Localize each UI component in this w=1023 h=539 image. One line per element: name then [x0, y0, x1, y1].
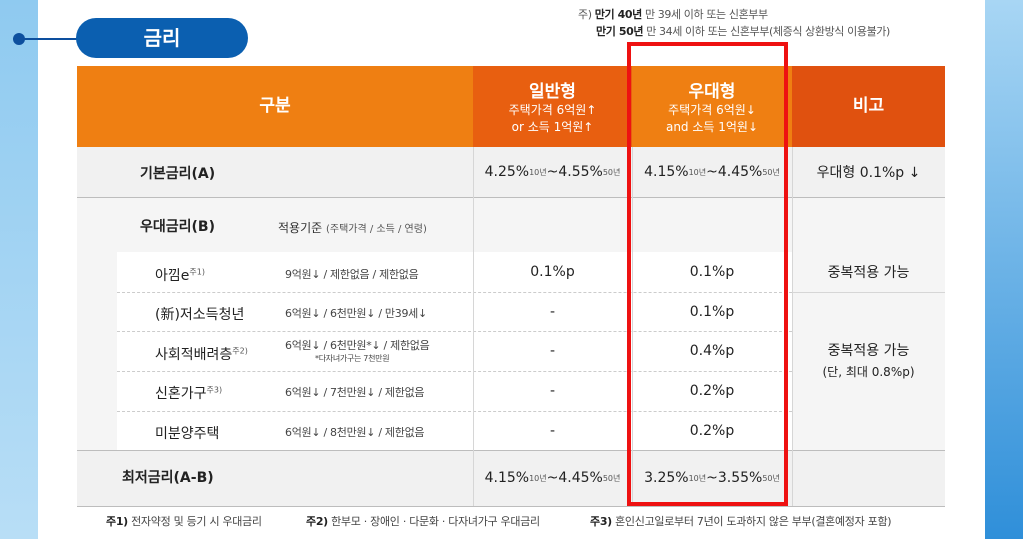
base-rate-remarks: 우대형 0.1%p ↓ [816, 165, 921, 181]
item-criteria-footnote: *다자녀가구는 7천만원 [315, 354, 390, 363]
column-divider [473, 147, 474, 506]
base-rate-general: 4.25% 10년 ~ 4.55% 50년 [484, 164, 621, 180]
maturity-note-2: 만기 50년 만 34세 이하 또는 신혼부부(체증식 상환방식 이용불가) [596, 25, 890, 38]
item-criteria: 6억원↓ / 6천만원*↓ / 제한없음 [285, 339, 430, 352]
dashed-separator [117, 331, 792, 332]
remarks-separator [792, 292, 945, 293]
row-separator [77, 450, 945, 451]
row-separator [77, 506, 945, 507]
min-rate-label: 최저금리(A-B) [122, 470, 214, 486]
item-general-rate: - [549, 303, 556, 320]
right-background-strip [985, 0, 1023, 539]
base-rate-preferred: 4.15% 10년 ~ 4.45% 50년 [644, 164, 780, 180]
header-general: 일반형 주택가격 6억원↑ or 소득 1억원↑ [473, 66, 632, 147]
pref-rate-title-row [77, 197, 945, 252]
pref-rate-label: 우대금리(B) [140, 219, 215, 235]
min-rate-preferred: 3.25% 10년 ~ 3.55% 50년 [644, 470, 780, 486]
header-category: 구분 [77, 66, 473, 147]
item-general-rate: 0.1%p [530, 264, 575, 280]
item-preferred-rate: 0.4%p [689, 343, 735, 359]
dashed-separator [117, 371, 792, 372]
row-separator [77, 197, 945, 198]
section-bullet-line [22, 38, 80, 40]
section-title: 금리 [76, 18, 248, 58]
min-rate-general: 4.15% 10년 ~ 4.45% 50년 [484, 470, 621, 486]
item-criteria: 9억원↓ / 제한없음 / 제한없음 [285, 268, 419, 281]
header-remarks: 비고 [792, 66, 945, 147]
footnote-3: 주3) 혼인신고일로부터 7년이 도과하지 않은 부부(결혼예정자 포함) [590, 515, 892, 528]
item-name-unsold-housing: 미분양주택 [155, 426, 220, 442]
footnote-2: 주2) 한부모 · 장애인 · 다문화 · 다자녀가구 우대금리 [306, 515, 540, 528]
section-bullet-dot [13, 33, 25, 45]
item-general-rate: - [549, 383, 556, 399]
header-preferred: 우대형 주택가격 6억원↓ and 소득 1억원↓ [632, 66, 792, 147]
item-name-social-care: 사회적배려층주2) [155, 346, 248, 363]
criteria-header: 적용기준 (주택가격 / 소득 / 연령) [278, 221, 427, 235]
item-criteria: 6억원↓ / 6천만원↓ / 만39세↓ [285, 307, 427, 320]
pref-remarks-second-sub: (단, 최대 0.8%p) [822, 364, 915, 379]
base-rate-label: 기본금리(A) [140, 166, 216, 182]
maturity-note-1: 주) 만기 40년 만 39세 이하 또는 신혼부부 [578, 8, 768, 21]
base-rate-row [77, 147, 945, 197]
column-divider [792, 147, 793, 506]
item-name-akkim: 아낌e주1) [155, 267, 205, 284]
left-background-strip [0, 0, 38, 539]
pref-remarks-second: 중복적용 가능 [827, 343, 910, 359]
item-preferred-rate: 0.2%p [689, 422, 735, 439]
footnote-1: 주1) 전자약정 및 등기 시 우대금리 [106, 515, 262, 528]
item-criteria: 6억원↓ / 7천만원↓ / 제한없음 [285, 386, 425, 399]
min-rate-row [77, 450, 945, 506]
preferred-column-highlight [627, 42, 788, 506]
item-general-rate: - [549, 343, 556, 359]
item-criteria: 6억원↓ / 8천만원↓ / 제한없음 [285, 426, 425, 439]
item-general-rate: - [549, 422, 556, 439]
item-preferred-rate: 0.1%p [689, 303, 735, 320]
column-divider [632, 147, 633, 506]
dashed-separator [117, 411, 792, 412]
item-name-newlywed: 신혼가구주3) [155, 385, 223, 402]
pref-remarks-first: 중복적용 가능 [827, 265, 910, 281]
pref-items-inner [117, 252, 792, 450]
item-preferred-rate: 0.1%p [689, 264, 735, 280]
dashed-separator [117, 292, 792, 293]
item-name-low-income-youth: (新)저소득청년 [155, 307, 245, 323]
item-preferred-rate: 0.2%p [689, 383, 735, 399]
